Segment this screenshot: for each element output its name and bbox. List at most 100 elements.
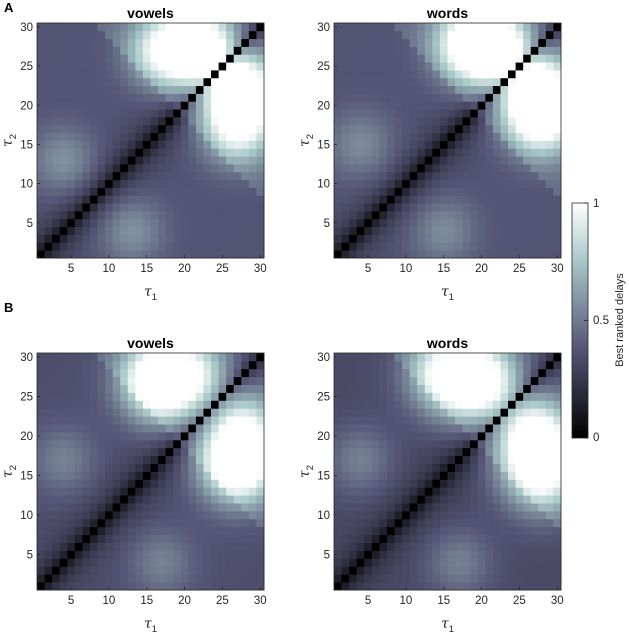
- heatmap-cell: [52, 132, 61, 141]
- heatmap-cell: [256, 503, 265, 512]
- heatmap-cell: [424, 46, 433, 55]
- heatmap-cell: [515, 226, 524, 235]
- heatmap-cell: [195, 132, 204, 141]
- heatmap-cell: [105, 38, 114, 47]
- heatmap-cell: [195, 511, 204, 520]
- heatmap-cell: [52, 85, 61, 94]
- heatmap-cell: [356, 376, 365, 385]
- heatmap-cell: [241, 195, 250, 204]
- x-tick-label: 25: [513, 595, 526, 607]
- heatmap-cell: [379, 479, 388, 488]
- heatmap-cell: [500, 392, 509, 401]
- heatmap-cell: [523, 109, 532, 118]
- heatmap-cell: [89, 179, 98, 188]
- heatmap-cell: [233, 46, 242, 55]
- heatmap-cell: [89, 234, 98, 243]
- heatmap-cell: [52, 93, 61, 102]
- heatmap-cell: [553, 93, 562, 102]
- heatmap-cell: [135, 30, 144, 40]
- heatmap-cell: [349, 171, 358, 181]
- heatmap-cell: [485, 77, 494, 87]
- heatmap-cell: [553, 447, 562, 457]
- heatmap-cell: [105, 408, 114, 417]
- heatmap-cell: [127, 62, 136, 71]
- heatmap-cell: [492, 471, 501, 480]
- heatmap-cell: [248, 234, 257, 243]
- panel-title: words: [426, 5, 468, 21]
- heatmap-cell: [386, 234, 395, 243]
- heatmap-cell: [112, 132, 121, 141]
- heatmap-cell: [256, 408, 265, 417]
- heatmap-cell: [188, 203, 197, 212]
- heatmap-cell: [402, 62, 411, 71]
- heatmap-cell: [120, 439, 129, 449]
- heatmap-cell: [515, 211, 524, 220]
- heatmap-cell: [59, 471, 68, 480]
- heatmap-cell: [538, 234, 547, 243]
- heatmap-cell: [553, 38, 562, 47]
- heatmap-cell: [97, 46, 106, 55]
- heatmap-cell: [112, 360, 121, 370]
- heatmap-cell: [89, 408, 98, 417]
- heatmap-cell: [364, 242, 373, 251]
- heatmap-cell: [432, 211, 441, 220]
- heatmap-cell: [545, 566, 554, 575]
- heatmap-cell: [74, 62, 83, 71]
- heatmap-cell: [226, 487, 235, 496]
- heatmap-cell: [195, 353, 204, 362]
- heatmap-cell: [226, 234, 235, 243]
- heatmap-cell: [112, 455, 121, 464]
- heatmap-cell: [477, 101, 486, 110]
- heatmap-cell: [105, 234, 114, 243]
- heatmap-cell: [74, 542, 83, 551]
- heatmap-cell: [455, 384, 464, 393]
- heatmap-cell: [409, 566, 418, 575]
- heatmap-cell: [52, 432, 61, 441]
- heatmap-cell: [112, 93, 121, 102]
- heatmap-cell: [241, 400, 250, 409]
- heatmap-cell: [477, 526, 486, 536]
- heatmap-cell: [530, 250, 539, 259]
- heatmap-cell: [553, 109, 562, 118]
- heatmap-cell: [485, 439, 494, 449]
- heatmap-cell: [470, 38, 479, 47]
- heatmap-cell: [515, 424, 524, 433]
- heatmap-cell: [394, 384, 403, 393]
- heatmap-cell: [462, 463, 471, 472]
- heatmap-cell: [470, 140, 479, 149]
- heatmap-cell: [173, 132, 182, 141]
- heatmap-cell: [417, 353, 426, 362]
- heatmap-cell: [120, 416, 129, 425]
- heatmap-cell: [515, 384, 524, 393]
- heatmap-cell: [67, 234, 76, 243]
- heatmap-cell: [553, 400, 562, 409]
- heatmap-cell: [402, 218, 411, 228]
- heatmap-cell: [158, 132, 167, 141]
- heatmap-cell: [37, 46, 45, 55]
- heatmap-cell: [424, 187, 433, 196]
- heatmap-cell: [135, 109, 144, 118]
- heatmap-cell: [120, 148, 129, 157]
- heatmap-cell: [402, 132, 411, 141]
- heatmap-cell: [89, 368, 98, 378]
- heatmap-cell: [334, 542, 342, 551]
- heatmap-cell: [195, 550, 204, 559]
- heatmap-cell: [165, 195, 174, 204]
- heatmap-cell: [349, 479, 358, 488]
- heatmap-cell: [334, 179, 342, 188]
- heatmap-cell: [462, 503, 471, 512]
- heatmap-cell: [356, 203, 365, 212]
- heatmap-cell: [67, 179, 76, 188]
- heatmap-cell: [105, 368, 114, 378]
- heatmap-cell: [409, 471, 418, 480]
- heatmap-cell: [127, 368, 136, 378]
- heatmap-cell: [195, 30, 204, 40]
- heatmap-cell: [158, 574, 167, 583]
- heatmap-cell: [349, 487, 358, 496]
- heatmap-cell: [447, 542, 456, 551]
- heatmap-cell: [226, 455, 235, 464]
- heatmap-cell: [158, 234, 167, 243]
- heatmap-cell: [89, 503, 98, 512]
- heatmap-cell: [256, 360, 265, 370]
- heatmap-cell: [248, 353, 257, 362]
